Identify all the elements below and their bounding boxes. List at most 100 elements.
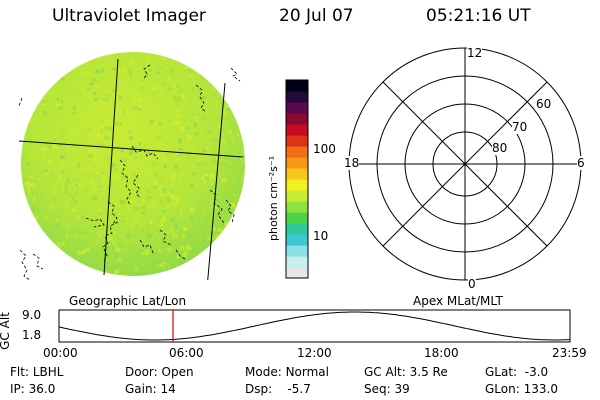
image-pixel bbox=[134, 266, 139, 272]
color-bar-swatch bbox=[286, 124, 308, 136]
color-bar-swatch bbox=[286, 146, 308, 158]
image-pixel bbox=[214, 206, 217, 210]
image-pixel bbox=[176, 153, 182, 157]
image-pixel bbox=[238, 178, 243, 182]
image-pixel bbox=[72, 106, 77, 111]
image-pixel bbox=[136, 161, 140, 165]
image-pixel bbox=[139, 104, 142, 109]
mlt-label-6: 6 bbox=[577, 156, 585, 170]
image-pixel bbox=[53, 138, 56, 143]
image-pixel bbox=[241, 176, 245, 179]
image-pixel bbox=[82, 242, 87, 246]
image-pixel bbox=[90, 274, 96, 276]
image-pixel bbox=[175, 196, 180, 202]
image-pixel bbox=[217, 196, 221, 200]
image-pixel bbox=[102, 128, 107, 134]
image-pixel bbox=[55, 274, 60, 276]
color-bar-swatch bbox=[286, 157, 308, 169]
image-pixel bbox=[46, 145, 52, 148]
image-pixel bbox=[50, 76, 54, 79]
image-pixel bbox=[115, 177, 120, 182]
image-pixel bbox=[153, 251, 156, 256]
image-pixel bbox=[135, 192, 139, 196]
image-pixel bbox=[140, 227, 144, 232]
image-pixel bbox=[214, 91, 219, 96]
image-pixel bbox=[181, 233, 185, 239]
image-pixel bbox=[106, 276, 110, 280]
image-pixel bbox=[167, 92, 173, 95]
image-pixel bbox=[239, 95, 243, 99]
image-pixel bbox=[133, 157, 138, 159]
image-pixel bbox=[177, 120, 181, 125]
image-pixel bbox=[239, 70, 242, 74]
image-pixel bbox=[111, 85, 115, 90]
image-disk bbox=[21, 52, 245, 276]
image-pixel bbox=[238, 125, 242, 129]
image-pixel bbox=[134, 207, 139, 211]
image-pixel bbox=[217, 111, 222, 115]
image-pixel bbox=[107, 162, 110, 165]
image-pixel bbox=[135, 273, 140, 276]
image-pixel bbox=[84, 185, 90, 190]
image-pixel bbox=[180, 172, 185, 177]
image-pixel bbox=[232, 122, 237, 128]
color-bar-swatch bbox=[286, 256, 308, 268]
image-pixel bbox=[222, 103, 228, 107]
image-pixel bbox=[246, 170, 251, 174]
image-pixel bbox=[100, 174, 106, 178]
image-pixel bbox=[176, 115, 181, 119]
image-pixel bbox=[182, 88, 185, 91]
image-pixel bbox=[151, 204, 156, 208]
image-pixel bbox=[228, 97, 231, 102]
image-pixel bbox=[88, 169, 93, 172]
image-pixel bbox=[173, 101, 179, 106]
image-pixel bbox=[178, 273, 183, 276]
image-pixel bbox=[140, 154, 144, 158]
image-pixel bbox=[157, 135, 161, 141]
image-pixel bbox=[181, 179, 186, 185]
image-pixel bbox=[214, 102, 219, 106]
image-pixel bbox=[97, 233, 102, 238]
image-pixel bbox=[148, 116, 153, 121]
image-pixel bbox=[150, 103, 155, 108]
image-pixel bbox=[125, 209, 131, 214]
image-pixel bbox=[28, 120, 33, 124]
image-pixel bbox=[38, 219, 42, 223]
image-pixel bbox=[63, 140, 66, 143]
image-pixel bbox=[29, 93, 33, 97]
color-bar-swatch bbox=[286, 212, 308, 224]
image-pixel bbox=[90, 193, 93, 198]
image-pixel bbox=[84, 52, 89, 57]
image-pixel bbox=[88, 205, 94, 208]
image-pixel bbox=[93, 97, 98, 102]
timeline-ytick-max: 9.0 bbox=[22, 308, 42, 322]
color-bar-unit-label: photon cm⁻²s⁻¹ bbox=[267, 156, 280, 241]
image-pixel bbox=[179, 181, 184, 185]
image-pixel bbox=[124, 208, 129, 211]
image-pixel bbox=[61, 74, 66, 77]
image-pixel bbox=[213, 235, 217, 239]
color-bar-tick-100: 100 bbox=[313, 142, 336, 156]
image-pixel bbox=[225, 193, 230, 198]
image-pixel bbox=[45, 102, 49, 106]
image-pixel bbox=[145, 213, 149, 217]
image-pixel bbox=[181, 267, 186, 272]
image-pixel bbox=[232, 231, 237, 236]
image-pixel bbox=[189, 222, 195, 227]
image-pixel bbox=[191, 87, 196, 92]
image-pixel bbox=[135, 165, 140, 170]
image-pixel bbox=[119, 233, 124, 237]
image-pixel bbox=[134, 222, 138, 227]
image-pixel bbox=[196, 52, 201, 55]
image-pixel bbox=[161, 210, 166, 213]
image-pixel bbox=[158, 224, 163, 227]
image-pixel bbox=[102, 179, 107, 182]
color-bar-swatch bbox=[286, 234, 308, 246]
image-pixel bbox=[98, 185, 101, 188]
image-pixel bbox=[27, 189, 31, 194]
image-pixel bbox=[207, 75, 210, 80]
image-pixel bbox=[203, 176, 209, 180]
image-pixel bbox=[171, 57, 175, 62]
image-pixel bbox=[162, 266, 165, 270]
image-pixel bbox=[193, 213, 197, 216]
